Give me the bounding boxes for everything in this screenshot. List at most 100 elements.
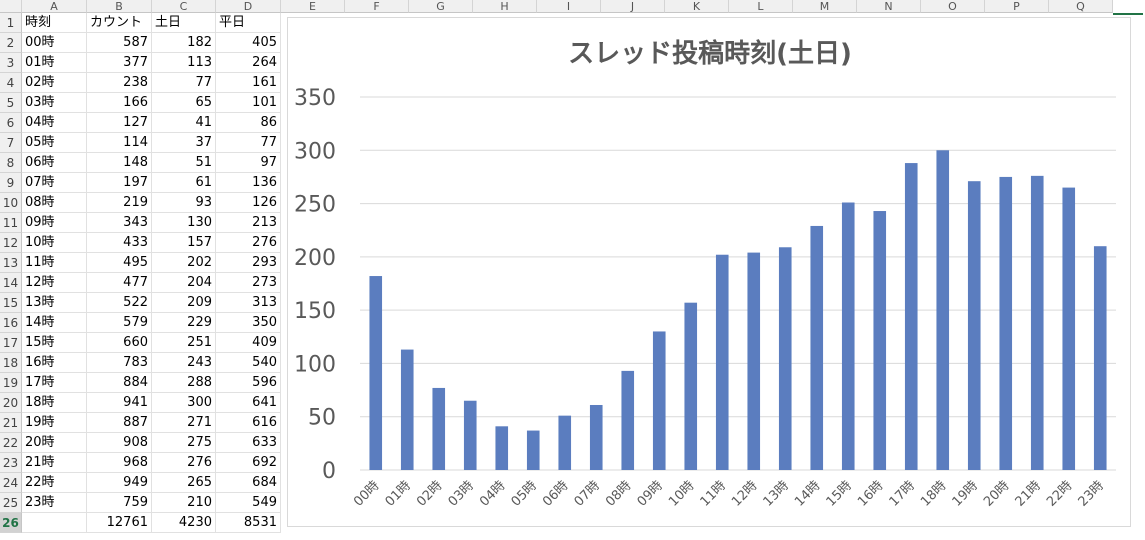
column-header[interactable]: H xyxy=(473,0,537,13)
cell[interactable]: 182 xyxy=(152,33,216,53)
row-header[interactable]: 15 xyxy=(0,293,22,313)
cell[interactable]: 908 xyxy=(87,433,152,453)
cell[interactable]: 587 xyxy=(87,33,152,53)
cell[interactable]: 93 xyxy=(152,193,216,213)
row-header[interactable]: 24 xyxy=(0,473,22,493)
cell[interactable]: 202 xyxy=(152,253,216,273)
cell[interactable]: 01時 xyxy=(22,53,87,73)
column-header[interactable]: A xyxy=(22,0,87,13)
cell[interactable]: 97 xyxy=(216,153,281,173)
column-header[interactable]: O xyxy=(921,0,985,13)
select-all-corner[interactable] xyxy=(0,0,22,13)
column-header[interactable]: I xyxy=(537,0,601,13)
row-header[interactable]: 25 xyxy=(0,493,22,513)
cell[interactable]: 596 xyxy=(216,373,281,393)
cell[interactable]: 343 xyxy=(87,213,152,233)
cell[interactable]: 204 xyxy=(152,273,216,293)
cell[interactable]: 04時 xyxy=(22,113,87,133)
row-header[interactable]: 1 xyxy=(0,13,22,33)
cell[interactable]: 65 xyxy=(152,93,216,113)
row-header[interactable]: 16 xyxy=(0,313,22,333)
cell[interactable]: 300 xyxy=(152,393,216,413)
cell[interactable]: 783 xyxy=(87,353,152,373)
cell[interactable]: 77 xyxy=(152,73,216,93)
cell[interactable]: 11時 xyxy=(22,253,87,273)
row-header[interactable]: 4 xyxy=(0,73,22,93)
cell[interactable]: 968 xyxy=(87,453,152,473)
cell[interactable]: 土日 xyxy=(152,13,216,33)
cell[interactable]: 136 xyxy=(216,173,281,193)
cell[interactable]: 549 xyxy=(216,493,281,513)
cell[interactable]: カウント xyxy=(87,13,152,33)
cell[interactable]: 271 xyxy=(152,413,216,433)
row-header[interactable]: 9 xyxy=(0,173,22,193)
cell[interactable]: 350 xyxy=(216,313,281,333)
cell[interactable]: 251 xyxy=(152,333,216,353)
cell[interactable]: 273 xyxy=(216,273,281,293)
cell[interactable]: 157 xyxy=(152,233,216,253)
cell[interactable]: 243 xyxy=(152,353,216,373)
cell[interactable] xyxy=(22,513,87,533)
cell[interactable]: 22時 xyxy=(22,473,87,493)
column-header[interactable]: E xyxy=(281,0,345,13)
column-header[interactable]: D xyxy=(216,0,281,13)
cell[interactable]: 405 xyxy=(216,33,281,53)
cell[interactable]: 495 xyxy=(87,253,152,273)
cell[interactable]: 09時 xyxy=(22,213,87,233)
cell[interactable]: 276 xyxy=(216,233,281,253)
column-header[interactable]: P xyxy=(985,0,1049,13)
cell[interactable]: 941 xyxy=(87,393,152,413)
column-header[interactable]: K xyxy=(665,0,729,13)
cell[interactable]: 238 xyxy=(87,73,152,93)
cell[interactable]: 433 xyxy=(87,233,152,253)
cell[interactable]: 41 xyxy=(152,113,216,133)
cell[interactable]: 23時 xyxy=(22,493,87,513)
cell[interactable]: 684 xyxy=(216,473,281,493)
cell[interactable]: 18時 xyxy=(22,393,87,413)
column-header[interactable]: M xyxy=(793,0,857,13)
cell[interactable]: 540 xyxy=(216,353,281,373)
row-header[interactable]: 21 xyxy=(0,413,22,433)
column-header[interactable]: J xyxy=(601,0,665,13)
chart-area[interactable]: スレッド投稿時刻(土日) 0 50 100 150 200 250 300 350 00時 01時… xyxy=(287,17,1131,527)
cell[interactable]: 477 xyxy=(87,273,152,293)
cell[interactable]: 113 xyxy=(152,53,216,73)
cell[interactable]: 21時 xyxy=(22,453,87,473)
cell[interactable]: 平日 xyxy=(216,13,281,33)
cell[interactable]: 86 xyxy=(216,113,281,133)
cell[interactable]: 210 xyxy=(152,493,216,513)
cell[interactable]: 07時 xyxy=(22,173,87,193)
row-header[interactable]: 22 xyxy=(0,433,22,453)
cell[interactable]: 641 xyxy=(216,393,281,413)
cell[interactable]: 313 xyxy=(216,293,281,313)
column-header[interactable]: B xyxy=(87,0,152,13)
cell[interactable]: 06時 xyxy=(22,153,87,173)
cell[interactable]: 579 xyxy=(87,313,152,333)
cell[interactable]: 633 xyxy=(216,433,281,453)
cell[interactable]: 130 xyxy=(152,213,216,233)
cell[interactable]: 02時 xyxy=(22,73,87,93)
cell[interactable]: 12時 xyxy=(22,273,87,293)
cell[interactable]: 08時 xyxy=(22,193,87,213)
cell[interactable]: 114 xyxy=(87,133,152,153)
row-header[interactable]: 10 xyxy=(0,193,22,213)
cell[interactable]: 127 xyxy=(87,113,152,133)
cell[interactable]: 616 xyxy=(216,413,281,433)
cell[interactable]: 293 xyxy=(216,253,281,273)
cell[interactable]: 219 xyxy=(87,193,152,213)
cell[interactable]: 37 xyxy=(152,133,216,153)
cell[interactable]: 265 xyxy=(152,473,216,493)
cell[interactable]: 51 xyxy=(152,153,216,173)
cell[interactable]: 14時 xyxy=(22,313,87,333)
cell[interactable]: 8531 xyxy=(216,513,281,533)
row-header[interactable]: 8 xyxy=(0,153,22,173)
cell[interactable]: 409 xyxy=(216,333,281,353)
cell[interactable]: 16時 xyxy=(22,353,87,373)
row-header[interactable]: 6 xyxy=(0,113,22,133)
cell[interactable]: 692 xyxy=(216,453,281,473)
cell[interactable]: 229 xyxy=(152,313,216,333)
row-header[interactable]: 13 xyxy=(0,253,22,273)
cell[interactable]: 275 xyxy=(152,433,216,453)
column-header[interactable]: C xyxy=(152,0,216,13)
cell[interactable]: 377 xyxy=(87,53,152,73)
